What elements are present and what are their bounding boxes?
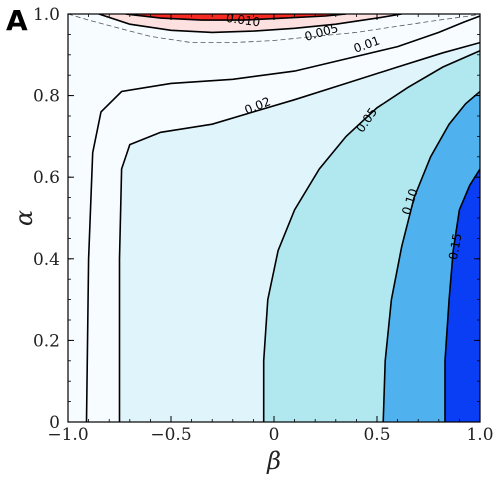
x-tick-label: 0.5 [363, 425, 390, 445]
contour-line-0-02 [118, 41, 480, 422]
y-tick-label: 0.6 [33, 168, 60, 188]
panel-letter: A [6, 4, 28, 37]
y-tick-label: 0.4 [33, 250, 60, 270]
contour-line-0-05 [262, 49, 480, 422]
contour-label: 0.15 [446, 232, 464, 261]
x-tick-label: 1.0 [466, 425, 493, 445]
y-tick-label: 0.2 [33, 331, 60, 351]
contour-line-0-10 [382, 90, 480, 422]
region-0-15 [445, 169, 480, 422]
x-ticks: −1.0 −0.5 0 0.5 1.0 [47, 14, 494, 445]
filled-regions [68, 14, 480, 422]
contour-line-0-01 [85, 15, 480, 422]
contour-label-text: 0.010 [225, 11, 261, 30]
y-tick-label: 0.8 [33, 87, 60, 107]
x-tick-label: 0 [269, 425, 280, 445]
contour-line-0-005 [68, 14, 480, 43]
contour-label: 0.010 [225, 11, 261, 30]
y-ticks: 0 0.2 0.4 0.6 0.8 1.0 [33, 5, 480, 433]
x-tick-label: −0.5 [150, 425, 191, 445]
contour-label-text: 0.15 [446, 232, 464, 261]
y-tick-label: 0 [49, 413, 60, 433]
x-tick-label: −1.0 [47, 425, 88, 445]
y-axis-label: α [10, 210, 38, 226]
y-tick-label: 1.0 [33, 5, 60, 25]
x-axis-label: β [266, 447, 281, 475]
contour-line-red_inner [125, 14, 347, 21]
contour-lines [68, 14, 480, 422]
contour-line-0-15 [444, 168, 480, 422]
contour-line-red_outer [98, 14, 402, 34]
